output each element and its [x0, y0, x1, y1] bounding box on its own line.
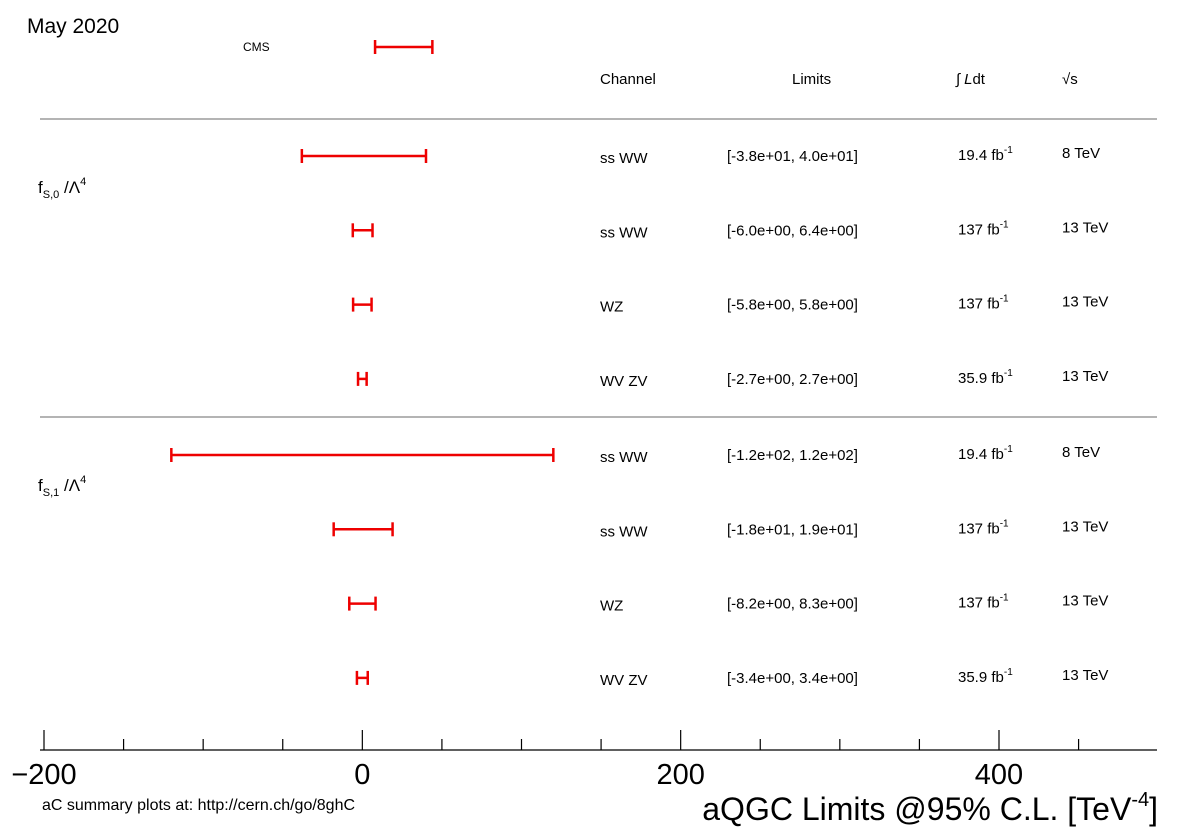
- row-limits: [-3.4e+00, 3.4e+00]: [727, 670, 858, 687]
- row-limits: [-1.8e+01, 1.9e+01]: [727, 521, 858, 538]
- row-channel: ss WW: [600, 449, 648, 466]
- row-energy: 8 TeV: [1062, 145, 1100, 162]
- row-luminosity: 35.9 fb-1: [958, 368, 1013, 387]
- row-limits: [-3.8e+01, 4.0e+01]: [727, 148, 858, 165]
- limit-row: ss WW [-3.8e+01, 4.0e+01] 19.4 fb-1 8 TeV: [300, 145, 1100, 167]
- row-channel: ss WW: [600, 523, 648, 540]
- row-limits: [-6.0e+00, 6.4e+00]: [727, 222, 858, 239]
- date-label: May 2020: [27, 15, 119, 38]
- x-tick-label: 400: [975, 759, 1023, 791]
- row-energy: 13 TeV: [1062, 219, 1108, 236]
- row-channel: ss WW: [600, 224, 648, 241]
- row-limits: [-5.8e+00, 5.8e+00]: [727, 297, 858, 314]
- parameter-label-fs1: fS,1 /Λ4: [38, 474, 86, 499]
- row-energy: 13 TeV: [1062, 368, 1108, 385]
- row-energy: 13 TeV: [1062, 667, 1108, 684]
- row-luminosity: 137 fb-1: [958, 518, 1009, 537]
- column-header-limits: Limits: [792, 71, 831, 88]
- row-energy: 13 TeV: [1062, 593, 1108, 610]
- column-header-luminosity: ∫ Ldt: [955, 71, 986, 88]
- limit-row: ss WW [-1.2e+02, 1.2e+02] 19.4 fb-1 8 TeV: [170, 444, 1100, 466]
- summary-note: aC summary plots at: http://cern.ch/go/8…: [42, 797, 355, 814]
- row-channel: WZ: [600, 598, 623, 615]
- row-channel: WZ: [600, 299, 623, 316]
- row-limits: [-2.7e+00, 2.7e+00]: [727, 371, 858, 388]
- limit-row: WZ [-5.8e+00, 5.8e+00] 137 fb-1 13 TeV: [351, 294, 1108, 316]
- row-energy: 13 TeV: [1062, 518, 1108, 535]
- x-tick-label: 200: [656, 759, 704, 791]
- row-limits: [-1.2e+02, 1.2e+02]: [727, 447, 858, 464]
- row-luminosity: 35.9 fb-1: [958, 667, 1013, 686]
- limit-rows: ss WW [-3.8e+01, 4.0e+01] 19.4 fb-1 8 TeVss…: [170, 145, 1108, 689]
- limit-row: WV ZV [-3.4e+00, 3.4e+00] 35.9 fb-1 13 TeV: [355, 667, 1108, 689]
- row-luminosity: 137 fb-1: [958, 593, 1009, 612]
- x-axis: −200 0 200 400: [11, 730, 1157, 791]
- parameter-label-fs0: fS,0 /Λ4: [38, 176, 86, 201]
- limit-interval: [332, 522, 394, 537]
- row-luminosity: 19.4 fb-1: [958, 145, 1013, 164]
- limit-row: WZ [-8.2e+00, 8.3e+00] 137 fb-1 13 TeV: [348, 593, 1108, 615]
- row-luminosity: 19.4 fb-1: [958, 444, 1013, 463]
- x-tick-label: 0: [354, 759, 370, 791]
- legend-label: CMS: [243, 40, 270, 54]
- column-header-energy: √s: [1062, 71, 1078, 88]
- row-channel: WV ZV: [600, 672, 648, 689]
- legend-error-bar: [373, 40, 434, 54]
- row-limits: [-8.2e+00, 8.3e+00]: [727, 596, 858, 613]
- limit-interval: [355, 670, 369, 685]
- limit-interval: [170, 448, 555, 462]
- row-energy: 8 TeV: [1062, 444, 1100, 461]
- column-header-channel: Channel: [600, 71, 656, 88]
- limit-row: ss WW [-6.0e+00, 6.4e+00] 137 fb-1 13 TeV: [351, 219, 1108, 241]
- limit-row: ss WW [-1.8e+01, 1.9e+01] 137 fb-1 13 TeV: [332, 518, 1108, 540]
- limit-interval: [351, 223, 374, 238]
- limit-row: WV ZV [-2.7e+00, 2.7e+00] 35.9 fb-1 13 TeV: [356, 368, 1108, 390]
- limit-interval: [351, 297, 373, 312]
- row-channel: ss WW: [600, 150, 648, 167]
- row-energy: 13 TeV: [1062, 294, 1108, 311]
- limit-interval: [348, 596, 377, 611]
- limit-interval: [300, 149, 428, 163]
- row-luminosity: 137 fb-1: [958, 219, 1009, 238]
- row-luminosity: 137 fb-1: [958, 294, 1009, 313]
- limit-interval: [356, 371, 368, 386]
- legend-error-bar-mark: [373, 40, 434, 54]
- x-tick-label: −200: [11, 759, 76, 791]
- row-channel: WV ZV: [600, 373, 648, 390]
- x-axis-title: aQGC Limits @95% C.L. [TeV-4]: [702, 789, 1158, 827]
